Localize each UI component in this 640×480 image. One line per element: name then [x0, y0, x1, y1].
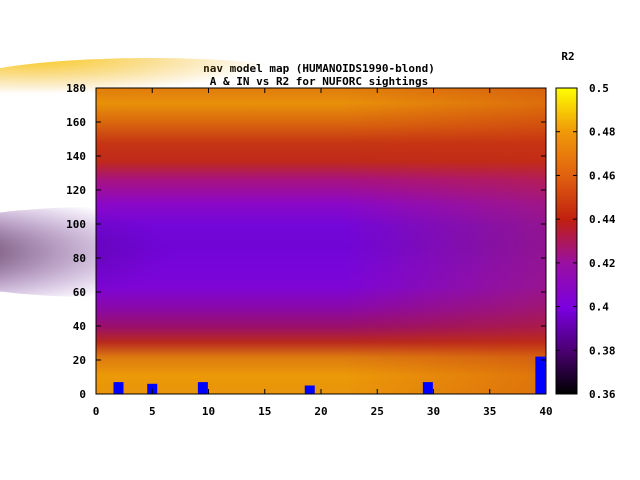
colorbar-label: R2 — [561, 50, 574, 63]
x-tick-label: 20 — [314, 405, 327, 418]
heatmap-low-region — [0, 207, 296, 297]
colorbar-tick-label: 0.5 — [589, 82, 609, 95]
x-tick-label: 40 — [539, 405, 552, 418]
colorbar-tick-label: 0.42 — [589, 257, 616, 270]
x-axis: 0 5 10 15 20 25 30 35 40 — [93, 88, 553, 418]
x-tick-label: 0 — [93, 405, 100, 418]
y-tick-label: 40 — [73, 320, 86, 333]
colorbar-tick-label: 0.36 — [589, 388, 616, 401]
y-tick-label: 180 — [66, 82, 86, 95]
x-tick-label: 5 — [149, 405, 156, 418]
bar-4 — [422, 382, 433, 394]
colorbar-tick-label: 0.46 — [589, 169, 616, 182]
y-axis: 0 20 40 60 80 100 120 140 160 180 — [66, 82, 546, 401]
y-tick-label: 140 — [66, 150, 86, 163]
colorbar-tick-label: 0.48 — [589, 126, 616, 139]
colorbar-tick-label: 0.38 — [589, 344, 616, 357]
x-tick-label: 15 — [258, 405, 271, 418]
x-tick-label: 35 — [483, 405, 496, 418]
colorbar-axis: 0.36 0.38 0.4 0.42 0.44 0.46 0.48 0.5 — [556, 82, 616, 401]
y-tick-label: 80 — [73, 252, 86, 265]
x-tick-label: 30 — [427, 405, 440, 418]
colorbar-tick-label: 0.4 — [589, 301, 609, 314]
y-tick-label: 0 — [79, 388, 86, 401]
y-tick-label: 100 — [66, 218, 86, 231]
colorbar — [555, 87, 578, 395]
bar-0 — [113, 382, 124, 394]
y-tick-label: 120 — [66, 184, 86, 197]
y-tick-label: 160 — [66, 116, 86, 129]
colorbar-tick-label: 0.44 — [589, 213, 616, 226]
bar-1 — [147, 383, 158, 394]
x-tick-label: 25 — [371, 405, 384, 418]
bar-2 — [197, 382, 208, 394]
y-tick-label: 20 — [73, 354, 86, 367]
x-tick-label: 10 — [202, 405, 215, 418]
bar-3 — [304, 385, 315, 394]
y-tick-label: 60 — [73, 286, 86, 299]
bar-5 — [535, 356, 546, 394]
